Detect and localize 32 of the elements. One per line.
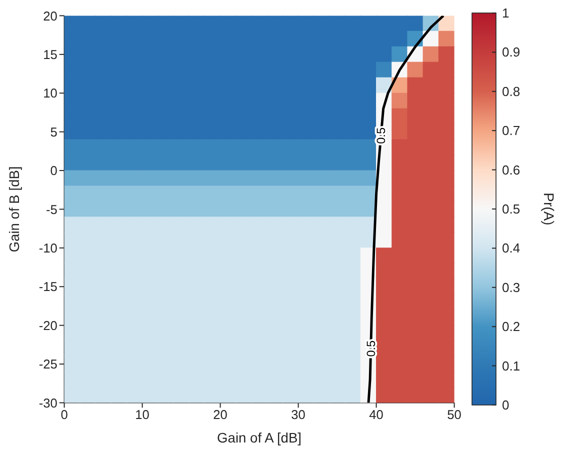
color-bar-label: 1 [502,6,510,20]
y-tick-label: -10 [38,240,58,256]
color-bar-label: 0.2 [502,319,520,334]
x-tick-label: 10 [135,406,150,422]
x-tick-label: 0 [60,406,68,422]
y-tick-label: 15 [43,46,58,62]
x-axis-title: Gain of A [dB] [217,429,302,446]
color-bar-label: 0.5 [502,202,520,216]
color-bar-label: 0.8 [502,84,520,99]
y-axis-title: Gain of B [dB] [6,166,22,252]
x-tick-label: 20 [213,406,228,422]
y-tick-label: -25 [38,356,58,372]
x-tick-label: 50 [447,406,462,422]
color-bar-label: 0.4 [502,240,520,256]
color-bar-label: 0.7 [502,123,520,138]
color-bar-label: 0.9 [502,44,520,60]
y-tick-label: 20 [43,8,58,24]
x-tick-label: 30 [291,406,306,422]
y-tick-label: 0 [50,163,58,178]
y-tick-label: -15 [38,279,58,294]
y-tick-label: -20 [38,318,58,333]
y-tick-label: -30 [38,395,58,410]
color-bar-label: 0.3 [502,280,520,295]
annotation: 0.5 [374,127,388,144]
x-tick-label: 40 [369,406,384,422]
color-bar-title: Pr(A) [541,192,558,226]
y-tick-label: -5 [46,202,58,217]
y-tick-label: 5 [50,124,58,140]
color-bar-label: 0.6 [502,162,520,178]
y-tick-label: 10 [43,86,58,101]
annotation: 0.5 [364,340,378,357]
color-bar-label: 0.1 [502,358,520,374]
